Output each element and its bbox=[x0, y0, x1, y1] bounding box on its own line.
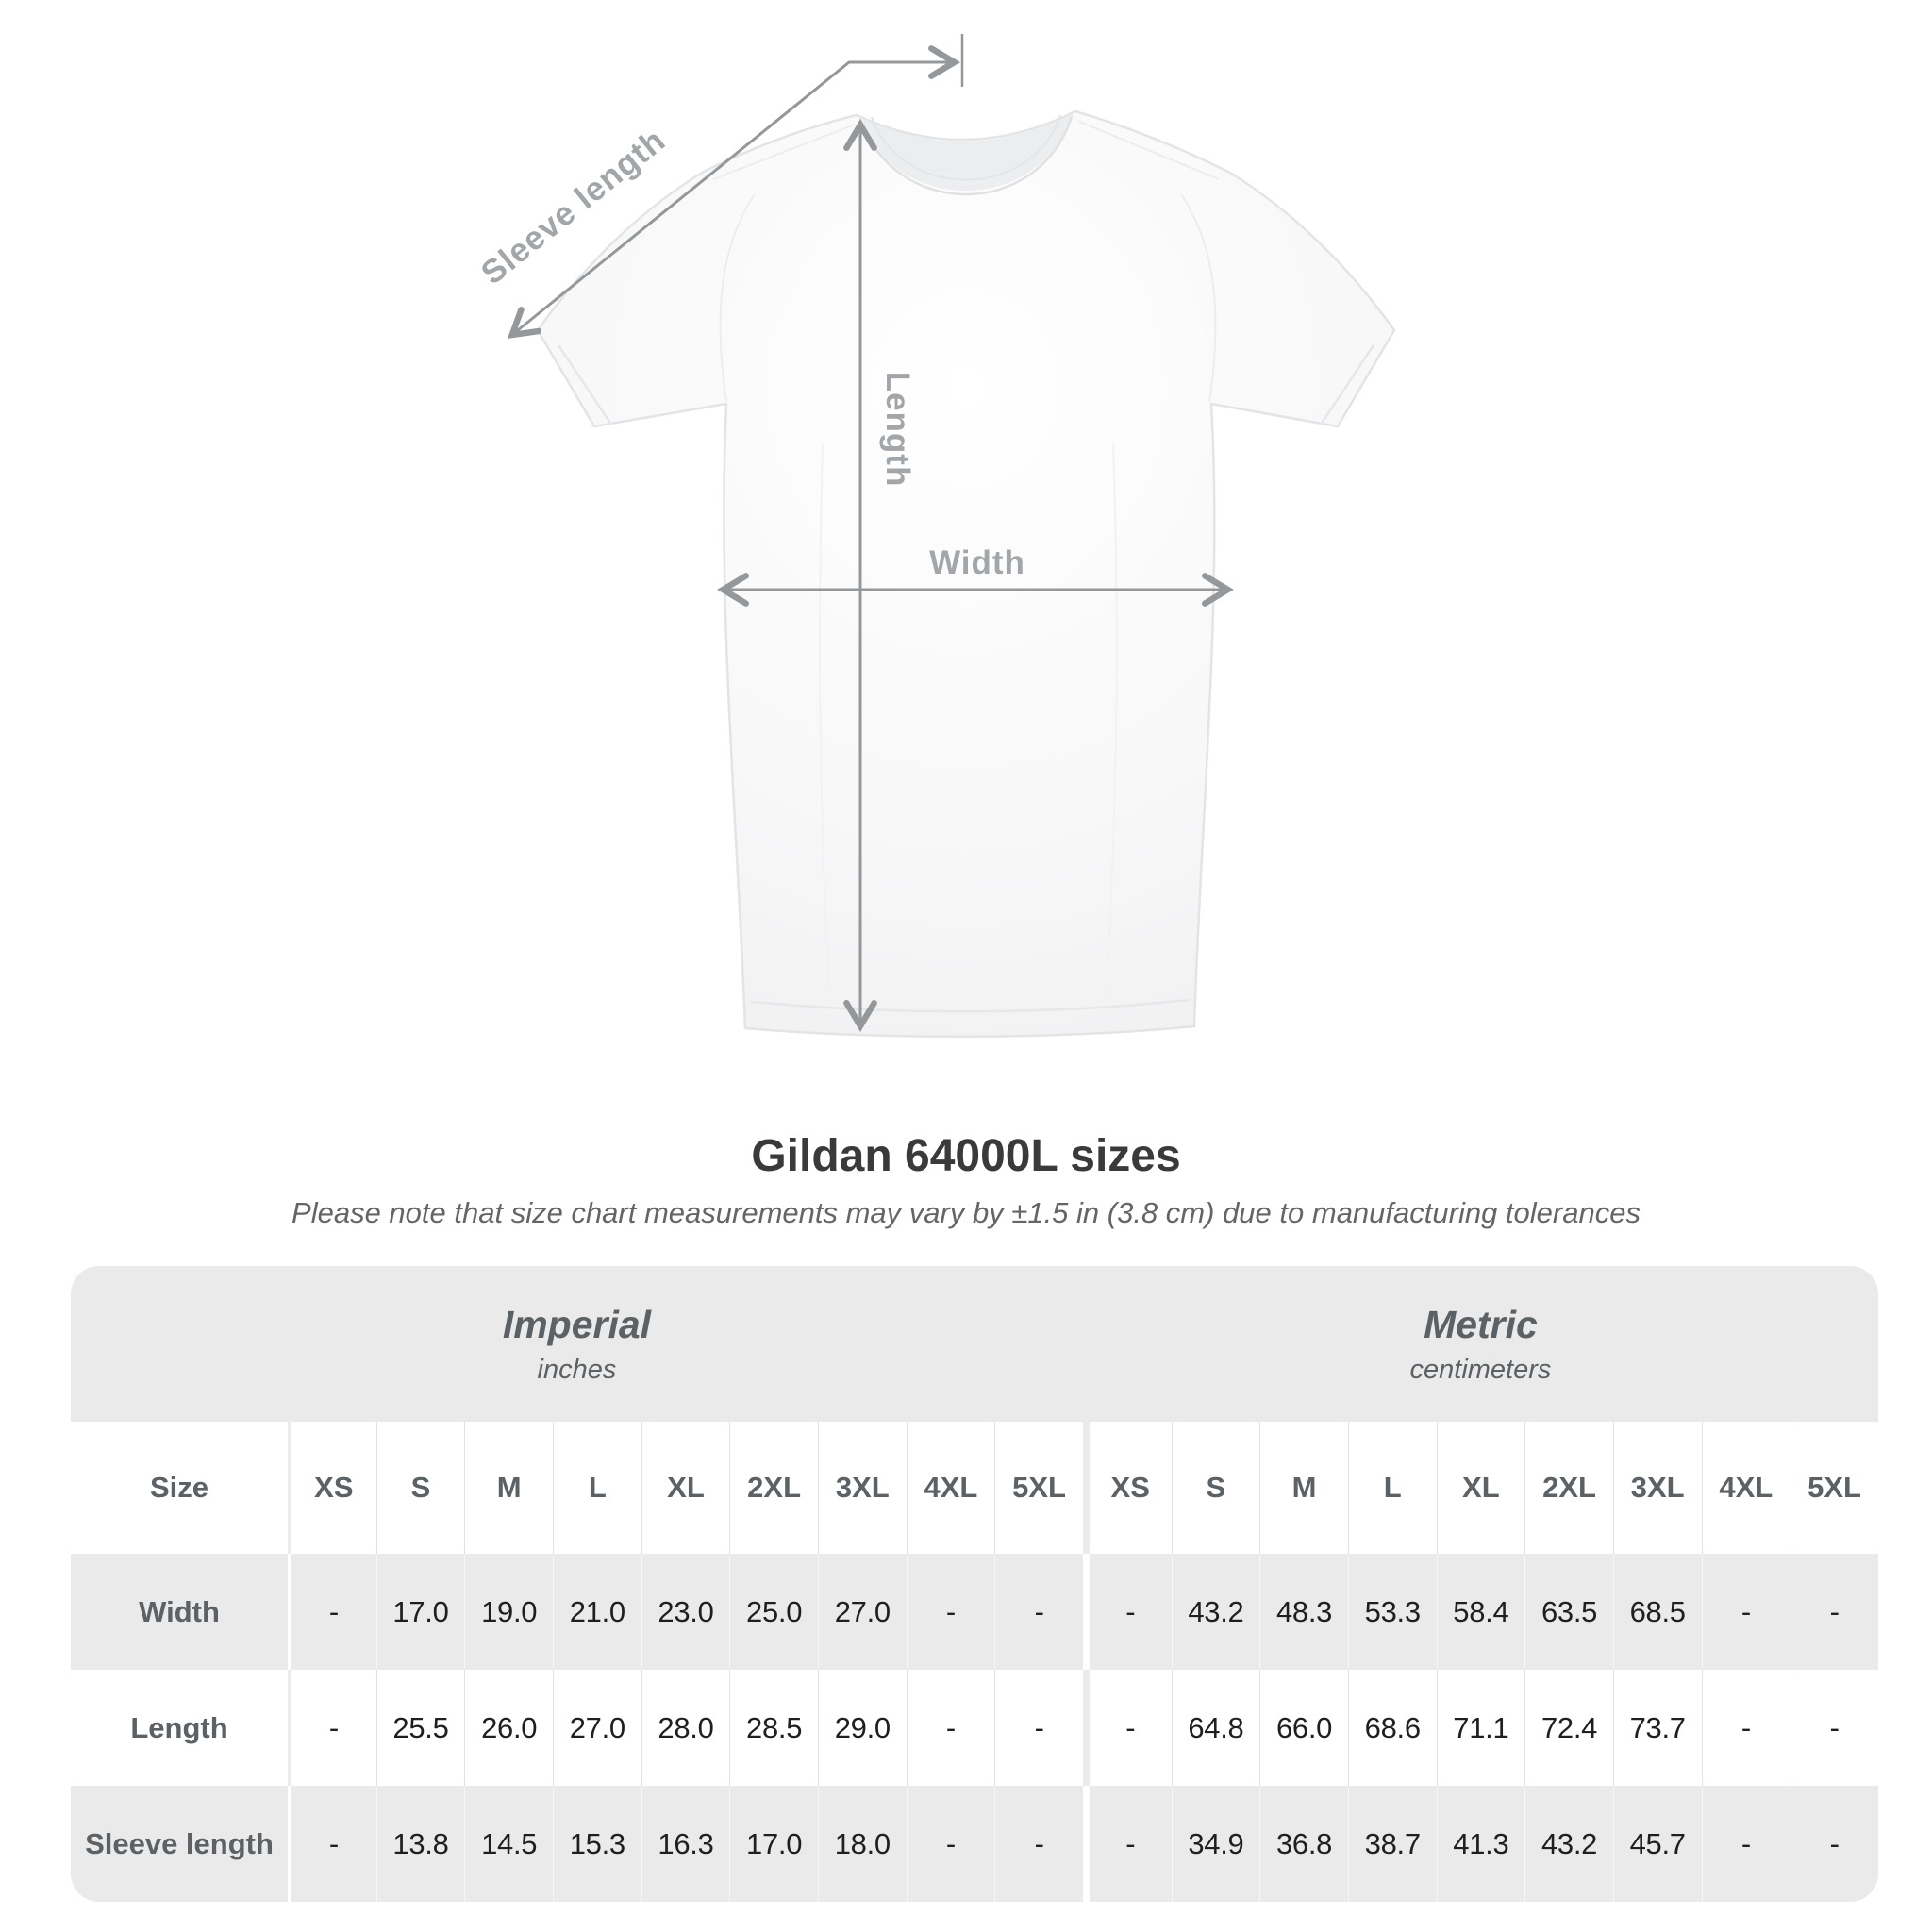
value-cell: - bbox=[1701, 1786, 1790, 1902]
value-cell: 29.0 bbox=[817, 1670, 907, 1786]
value-cell: - bbox=[1082, 1786, 1172, 1902]
value-cell: 43.2 bbox=[1171, 1554, 1260, 1670]
value-cell: 48.3 bbox=[1259, 1554, 1348, 1670]
value-cell: 45.7 bbox=[1612, 1786, 1702, 1902]
page-title: Gildan 64000L sizes bbox=[751, 1131, 1181, 1181]
value-cell: - bbox=[906, 1786, 995, 1902]
size-col-metric-2xl: 2XL bbox=[1524, 1422, 1613, 1554]
value-cell: 27.0 bbox=[817, 1554, 907, 1670]
metric-unit: centimeters bbox=[1409, 1354, 1552, 1385]
sleeve-length-arrow bbox=[507, 45, 960, 339]
value-cell: 14.5 bbox=[464, 1786, 553, 1902]
value-cell: - bbox=[906, 1670, 995, 1786]
value-cell: - bbox=[1790, 1786, 1878, 1902]
value-cell: - bbox=[288, 1554, 376, 1670]
imperial-label: Imperial bbox=[502, 1302, 652, 1346]
value-cell: - bbox=[994, 1786, 1083, 1902]
length-label: Length bbox=[879, 372, 916, 488]
value-cell: - bbox=[1701, 1670, 1790, 1786]
value-cell: - bbox=[288, 1670, 376, 1786]
value-cell: 43.2 bbox=[1524, 1786, 1613, 1902]
value-cell: 18.0 bbox=[817, 1786, 907, 1902]
unit-group-row: Imperial inches Metric centimeters bbox=[71, 1266, 1878, 1422]
row-label: Width bbox=[139, 1594, 220, 1628]
size-col-imperial-xs: XS bbox=[288, 1422, 376, 1554]
size-col-metric-xs: XS bbox=[1082, 1422, 1172, 1554]
tshirt-graphic: Sleeve length Length Width bbox=[475, 34, 1396, 1038]
value-cell: - bbox=[994, 1670, 1083, 1786]
value-cell: 71.1 bbox=[1436, 1670, 1525, 1786]
size-col-metric-3xl: 3XL bbox=[1612, 1422, 1702, 1554]
value-cell: 15.3 bbox=[552, 1786, 641, 1902]
value-cell: - bbox=[1082, 1670, 1172, 1786]
value-cell: 19.0 bbox=[464, 1554, 553, 1670]
value-cell: - bbox=[288, 1786, 376, 1902]
size-col-imperial-m: M bbox=[464, 1422, 553, 1554]
value-cell: 28.0 bbox=[641, 1670, 730, 1786]
value-cell: 13.8 bbox=[375, 1786, 465, 1902]
size-header-row: Size XS S M L XL 2XL 3XL 4XL 5XL XS S M … bbox=[71, 1422, 1878, 1554]
value-cell: 23.0 bbox=[641, 1554, 730, 1670]
value-cell: 36.8 bbox=[1259, 1786, 1348, 1902]
value-cell: 63.5 bbox=[1524, 1554, 1613, 1670]
value-cell: 41.3 bbox=[1436, 1786, 1525, 1902]
value-cell: 26.0 bbox=[464, 1670, 553, 1786]
value-cell: 68.6 bbox=[1347, 1670, 1437, 1786]
value-cell: - bbox=[1701, 1554, 1790, 1670]
value-cell: 16.3 bbox=[641, 1786, 730, 1902]
value-cell: 17.0 bbox=[375, 1554, 465, 1670]
sleeve-length-row: Sleeve length - 13.8 14.5 15.3 16.3 17.0… bbox=[71, 1786, 1878, 1902]
value-cell: - bbox=[1790, 1554, 1878, 1670]
tolerance-note: Please note that size chart measurements… bbox=[291, 1196, 1641, 1229]
metric-group-header: Metric centimeters bbox=[1082, 1266, 1878, 1422]
value-cell: 34.9 bbox=[1171, 1786, 1260, 1902]
size-chart-table: Imperial inches Metric centimeters Size … bbox=[71, 1266, 1878, 1902]
size-col-imperial-s: S bbox=[375, 1422, 465, 1554]
size-col-imperial-xl: XL bbox=[641, 1422, 730, 1554]
size-col-imperial-l: L bbox=[552, 1422, 641, 1554]
value-cell: 17.0 bbox=[729, 1786, 818, 1902]
value-cell: 28.5 bbox=[729, 1670, 818, 1786]
value-cell: 25.0 bbox=[729, 1554, 818, 1670]
size-col-imperial-3xl: 3XL bbox=[817, 1422, 907, 1554]
size-col-metric-m: M bbox=[1259, 1422, 1348, 1554]
row-label: Sleeve length bbox=[85, 1826, 274, 1860]
value-cell: 68.5 bbox=[1612, 1554, 1702, 1670]
metric-label: Metric bbox=[1424, 1302, 1538, 1346]
size-col-imperial-4xl: 4XL bbox=[906, 1422, 995, 1554]
value-cell: - bbox=[994, 1554, 1083, 1670]
size-col-metric-xl: XL bbox=[1436, 1422, 1525, 1554]
size-col-metric-5xl: 5XL bbox=[1790, 1422, 1878, 1554]
width-label: Width bbox=[929, 544, 1025, 581]
value-cell: 64.8 bbox=[1171, 1670, 1260, 1786]
size-header: Size bbox=[149, 1471, 209, 1504]
size-col-metric-l: L bbox=[1347, 1422, 1437, 1554]
size-col-metric-s: S bbox=[1171, 1422, 1260, 1554]
size-col-imperial-5xl: 5XL bbox=[994, 1422, 1083, 1554]
value-cell: - bbox=[906, 1554, 995, 1670]
value-cell: 21.0 bbox=[552, 1554, 641, 1670]
imperial-unit: inches bbox=[537, 1354, 617, 1385]
value-cell: 58.4 bbox=[1436, 1554, 1525, 1670]
value-cell: 25.5 bbox=[375, 1670, 465, 1786]
value-cell: 73.7 bbox=[1612, 1670, 1702, 1786]
value-cell: - bbox=[1082, 1554, 1172, 1670]
value-cell: 66.0 bbox=[1259, 1670, 1348, 1786]
size-col-metric-4xl: 4XL bbox=[1701, 1422, 1790, 1554]
value-cell: - bbox=[1790, 1670, 1878, 1786]
length-row: Length - 25.5 26.0 27.0 28.0 28.5 29.0 -… bbox=[71, 1670, 1878, 1786]
imperial-group-header: Imperial inches bbox=[71, 1266, 1083, 1422]
value-cell: 38.7 bbox=[1347, 1786, 1437, 1902]
value-cell: 53.3 bbox=[1347, 1554, 1437, 1670]
value-cell: 72.4 bbox=[1524, 1670, 1613, 1786]
row-label: Length bbox=[130, 1710, 228, 1744]
size-col-imperial-2xl: 2XL bbox=[729, 1422, 818, 1554]
tshirt-measurement-diagram: Sleeve length Length Width bbox=[475, 34, 1396, 1038]
value-cell: 27.0 bbox=[552, 1670, 641, 1786]
width-row: Width - 17.0 19.0 21.0 23.0 25.0 27.0 - … bbox=[71, 1554, 1878, 1670]
